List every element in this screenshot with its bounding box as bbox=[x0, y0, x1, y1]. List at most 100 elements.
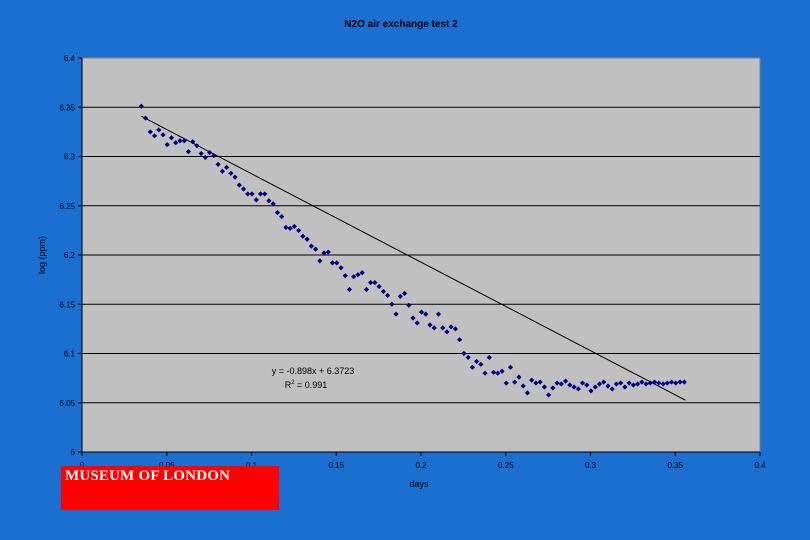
x-tick-label: 0.05 bbox=[159, 461, 175, 470]
logo-text: MUSEUM OF LONDON bbox=[65, 468, 231, 484]
y-tick-label: 6 bbox=[71, 448, 76, 457]
data-point bbox=[550, 385, 556, 391]
data-point bbox=[304, 236, 310, 242]
museum-of-london-logo: MUSEUM OF LONDON bbox=[61, 466, 279, 510]
data-point bbox=[138, 103, 144, 109]
x-tick-label: 0.35 bbox=[667, 461, 683, 470]
data-point bbox=[567, 382, 573, 388]
data-point bbox=[329, 260, 336, 266]
data-point bbox=[630, 382, 636, 388]
data-point bbox=[283, 224, 289, 231]
data-point bbox=[240, 186, 247, 192]
y-axis-ticks: 6 6.05 6.1 6.15 6.2 6.25 6.3 6.35 6.4 bbox=[59, 54, 82, 457]
data-point bbox=[520, 383, 526, 389]
data-points bbox=[138, 103, 687, 398]
data-point bbox=[588, 388, 594, 394]
data-point bbox=[440, 325, 446, 331]
data-point bbox=[651, 379, 658, 385]
data-point bbox=[452, 326, 459, 332]
data-point bbox=[575, 386, 581, 392]
data-point bbox=[427, 322, 433, 328]
data-point bbox=[190, 139, 196, 145]
data-point bbox=[414, 320, 420, 326]
gridlines bbox=[82, 106, 760, 404]
data-point bbox=[601, 379, 607, 385]
data-point bbox=[423, 311, 429, 317]
x-tick-label: 0.3 bbox=[585, 461, 597, 470]
data-point bbox=[537, 379, 543, 385]
data-point bbox=[368, 279, 374, 286]
data-point bbox=[160, 132, 166, 138]
data-point bbox=[546, 392, 552, 398]
data-point bbox=[151, 133, 158, 139]
data-point bbox=[448, 324, 454, 330]
data-point bbox=[359, 270, 365, 276]
data-point bbox=[142, 115, 149, 121]
data-point bbox=[647, 380, 653, 386]
data-point bbox=[397, 293, 403, 299]
data-point bbox=[533, 380, 539, 386]
x-axis-label: days bbox=[409, 479, 429, 489]
data-point bbox=[490, 369, 497, 375]
data-point bbox=[338, 265, 344, 271]
data-point bbox=[219, 168, 225, 174]
data-point bbox=[461, 350, 467, 357]
data-point bbox=[355, 272, 361, 278]
data-point bbox=[469, 364, 475, 370]
data-point bbox=[529, 377, 535, 383]
data-point bbox=[431, 325, 437, 331]
data-point bbox=[279, 213, 285, 220]
y-tick-label: 6.25 bbox=[59, 202, 75, 211]
data-point bbox=[635, 381, 641, 387]
data-point bbox=[164, 142, 170, 148]
data-point bbox=[325, 249, 331, 255]
data-point bbox=[473, 358, 480, 364]
data-point bbox=[478, 361, 484, 367]
data-point bbox=[232, 174, 238, 180]
y-tick-label: 6.05 bbox=[59, 399, 75, 408]
data-point bbox=[571, 384, 577, 390]
y-tick-label: 6.15 bbox=[59, 300, 75, 309]
data-point bbox=[346, 286, 353, 293]
data-point bbox=[376, 283, 382, 290]
data-point bbox=[207, 149, 213, 156]
data-point bbox=[185, 148, 192, 155]
data-point bbox=[499, 368, 505, 374]
data-point bbox=[257, 191, 264, 197]
x-tick-label: 0.15 bbox=[328, 461, 344, 470]
data-point bbox=[639, 379, 645, 385]
data-point bbox=[202, 154, 208, 161]
trendline bbox=[141, 115, 686, 401]
data-point bbox=[245, 191, 251, 197]
data-point bbox=[592, 384, 598, 390]
data-point bbox=[562, 378, 569, 384]
data-point bbox=[177, 138, 183, 144]
data-point bbox=[266, 198, 272, 204]
x-tick-label: 0.4 bbox=[754, 461, 766, 470]
data-point bbox=[516, 374, 522, 380]
data-point bbox=[465, 354, 471, 361]
data-point bbox=[351, 274, 357, 280]
data-point bbox=[389, 301, 395, 307]
data-point bbox=[342, 273, 348, 279]
data-point bbox=[194, 143, 200, 149]
data-point bbox=[317, 258, 323, 264]
data-point bbox=[363, 286, 370, 293]
data-point bbox=[664, 380, 670, 386]
data-point bbox=[334, 260, 340, 266]
x-tick-label: 0.1 bbox=[246, 461, 258, 470]
y-tick-label: 6.4 bbox=[64, 54, 76, 63]
data-point bbox=[253, 197, 259, 203]
data-point bbox=[308, 243, 314, 249]
y-tick-label: 6.35 bbox=[59, 103, 75, 112]
data-point bbox=[681, 379, 687, 385]
data-point bbox=[385, 292, 391, 298]
data-point bbox=[668, 379, 675, 385]
data-point bbox=[673, 380, 679, 386]
x-tick-label: 0.2 bbox=[415, 461, 427, 470]
data-point bbox=[406, 302, 412, 308]
data-point bbox=[486, 354, 492, 361]
data-point bbox=[223, 164, 230, 170]
data-point bbox=[236, 182, 242, 188]
x-tick-label: 0 bbox=[80, 461, 85, 470]
